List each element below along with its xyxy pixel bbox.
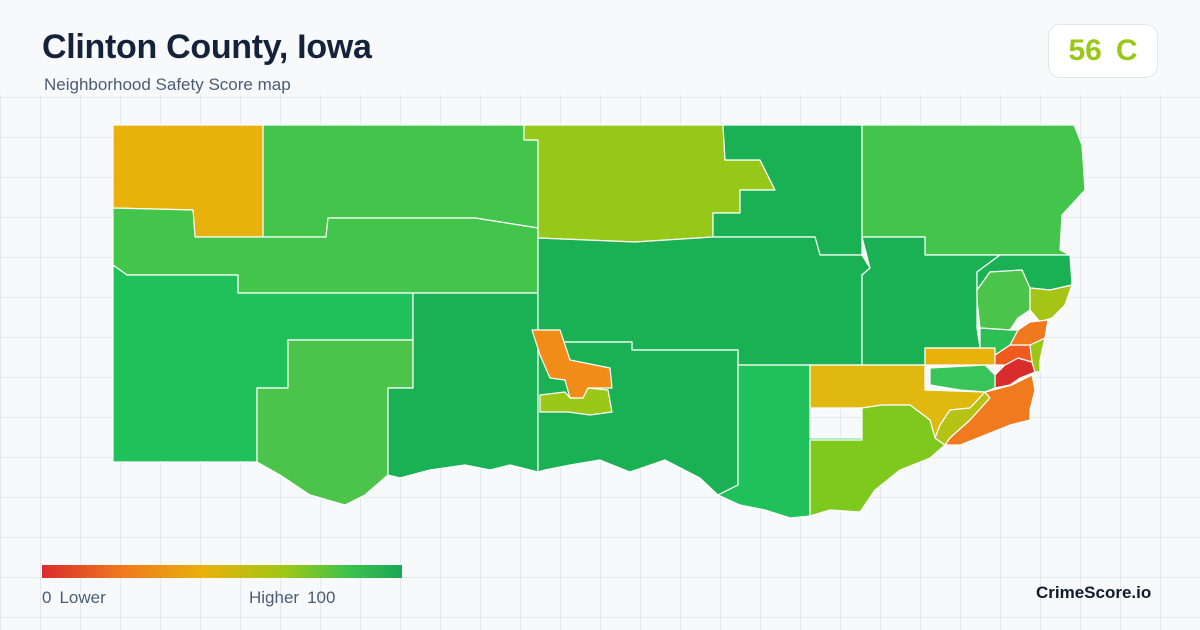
- legend-max-text: Higher: [249, 588, 300, 607]
- score-value: 56: [1068, 34, 1102, 67]
- clinton-west-tract[interactable]: [929, 364, 996, 393]
- clinton-north-tract[interactable]: [976, 269, 1031, 331]
- legend-min-value: 0: [42, 588, 52, 607]
- legend-min-text: Lower: [59, 588, 106, 607]
- page-subtitle: Neighborhood Safety Score map: [44, 75, 291, 94]
- clinton-middle-tract[interactable]: [979, 327, 1019, 356]
- legend-low-label: 0 Lower: [42, 588, 114, 608]
- dewitt-south-tract[interactable]: [539, 387, 613, 416]
- ne-township[interactable]: [861, 124, 1086, 256]
- southeast-lower-tract[interactable]: [809, 404, 946, 517]
- page-title: Clinton County, Iowa: [42, 28, 372, 66]
- score-grade: C: [1115, 34, 1138, 67]
- clinton-river-tract[interactable]: [1029, 284, 1073, 323]
- camanche-tract[interactable]: [944, 374, 1036, 446]
- clinton-northwest-tract[interactable]: [924, 347, 996, 366]
- score-badge: 56 C: [1048, 24, 1158, 78]
- brand-logo-text: CrimeScore.io: [1036, 583, 1152, 602]
- legend-high-label: Higher 100: [249, 588, 343, 608]
- legend-max-value: 100: [307, 588, 336, 607]
- legend-color-scale: [42, 565, 402, 578]
